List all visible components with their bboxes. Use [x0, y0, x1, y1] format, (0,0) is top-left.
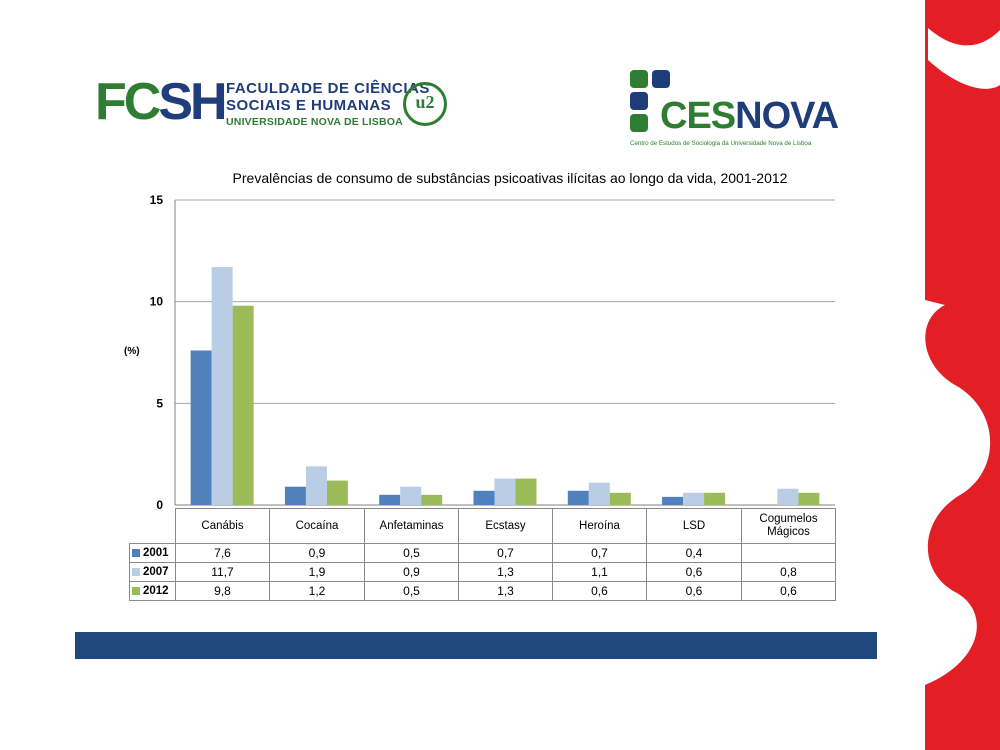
series-legend-cell: 2012: [129, 581, 176, 601]
bar: [662, 496, 684, 505]
cesnova-subtitle: Centro de Estudos de Sociologia da Unive…: [630, 140, 812, 147]
data-table: Canábis Cocaína Anfetaminas Ecstasy Heroína L…: [129, 508, 836, 601]
data-label: 0,5: [364, 543, 459, 563]
fcsh-line-1: FACULDADE DE CIÊNCIAS: [226, 80, 430, 97]
category-label: Canábis: [175, 508, 270, 544]
footer-bar: [75, 632, 877, 659]
data-label: 0,6: [741, 581, 836, 601]
fcsh-line-2: SOCIAIS E HUMANAS: [226, 97, 392, 114]
table-row: 2012 9,8 1,2 0,5 1,3 0,6 0,6 0,6: [129, 581, 836, 601]
y-tick-label: 5: [156, 396, 163, 410]
legend-swatch: [132, 586, 140, 595]
fcsh-logo: FCSH FACULDADE DE CIÊNCIAS SOCIAIS E HUM…: [95, 72, 455, 134]
bar: [326, 480, 348, 505]
data-label: 0,6: [646, 581, 742, 601]
series-name: 2007: [143, 566, 169, 578]
bar: [379, 494, 401, 505]
chart-title: Prevalências de consumo de substâncias p…: [232, 170, 788, 186]
table-row: 2007 11,7 1,9 0,9 1,3 1,1 0,6 0,8: [129, 562, 836, 582]
bar: [798, 492, 820, 505]
y-tick-label: 15: [150, 193, 164, 207]
fcsh-seal-icon: u2: [403, 82, 447, 126]
bar: [400, 486, 422, 505]
data-label: 7,6: [175, 543, 270, 563]
bar: [588, 482, 610, 505]
data-label: 0,9: [364, 562, 459, 582]
y-tick-label: 10: [150, 295, 164, 309]
cesnova-square-icon: [652, 70, 670, 88]
y-tick-label: 0: [156, 498, 163, 512]
bar: [421, 494, 443, 505]
bar: [473, 490, 495, 505]
cesnova-square-icon: [630, 114, 648, 132]
fcsh-acronym: FCSH: [95, 73, 228, 131]
bar: [683, 492, 705, 505]
series-name: 2012: [143, 585, 169, 597]
bar: [704, 492, 726, 505]
data-label: 0,9: [269, 543, 365, 563]
data-label: 1,9: [269, 562, 365, 582]
data-label: 0,5: [364, 581, 459, 601]
data-label: [741, 543, 836, 563]
bar: [567, 490, 589, 505]
bar: [609, 492, 631, 505]
data-label: 1,3: [458, 581, 553, 601]
data-label: 1,3: [458, 562, 553, 582]
bar: [211, 267, 233, 505]
category-label: Cocaína: [269, 508, 365, 544]
category-label: LSD: [646, 508, 742, 544]
category-label: Cogumelos Mágicos: [741, 508, 836, 544]
data-label: 9,8: [175, 581, 270, 601]
data-label: 0,4: [646, 543, 742, 563]
data-label: 0,6: [646, 562, 742, 582]
cesnova-square-icon: [630, 92, 648, 110]
legend-swatch: [132, 548, 140, 557]
data-label: 0,7: [458, 543, 553, 563]
bar: [494, 478, 516, 505]
legend-swatch: [132, 567, 140, 576]
data-label: 0,6: [552, 581, 647, 601]
cesnova-square-icon: [630, 70, 648, 88]
table-corner: [129, 508, 176, 544]
fcsh-line-3: UNIVERSIDADE NOVA DE LISBOA: [226, 116, 403, 128]
data-label: 11,7: [175, 562, 270, 582]
bar: [190, 350, 212, 505]
table-header-row: Canábis Cocaína Anfetaminas Ecstasy Heroína L…: [129, 508, 836, 544]
bar: [777, 488, 799, 505]
bar: [284, 486, 306, 505]
data-label: 0,8: [741, 562, 836, 582]
series-legend-cell: 2007: [129, 562, 176, 582]
series-name: 2001: [143, 547, 169, 559]
category-label: Ecstasy: [458, 508, 553, 544]
cesnova-wordmark: CESNOVA: [660, 95, 839, 137]
cesnova-logo: CESNOVA Centro de Estudos de Sociologia …: [630, 70, 845, 150]
bar: [232, 305, 254, 505]
data-label: 1,1: [552, 562, 647, 582]
category-label: Heroína: [552, 508, 647, 544]
bar: [305, 466, 327, 505]
data-label: 1,2: [269, 581, 365, 601]
bar: [515, 478, 537, 505]
series-legend-cell: 2001: [129, 543, 176, 563]
category-label: Anfetaminas: [364, 508, 459, 544]
data-label: 0,7: [552, 543, 647, 563]
fcsh-text: FACULDADE DE CIÊNCIAS SOCIAIS E HUMANAS …: [226, 80, 430, 131]
table-row: 2001 7,6 0,9 0,5 0,7 0,7 0,4: [129, 543, 836, 563]
y-axis-label: (%): [124, 346, 140, 357]
